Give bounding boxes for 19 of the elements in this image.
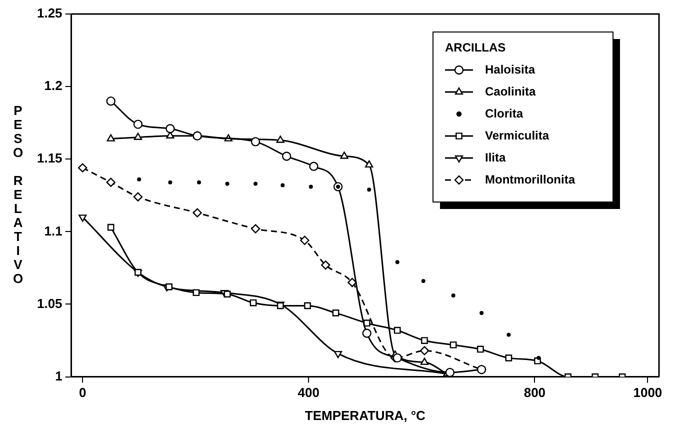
x-tick-label: 800 (524, 385, 546, 400)
y-tick-label: 1.15 (36, 150, 62, 166)
y-tick-label: 1.1 (44, 223, 62, 238)
legend-label: Vermiculita (485, 128, 550, 142)
x-tick-label: 1000 (633, 385, 662, 400)
y-tick-label: 1.2 (44, 78, 62, 94)
x-tick-label: 400 (298, 385, 320, 400)
y-tick-label: 1 (55, 368, 62, 384)
y-tick-label: 1.05 (36, 296, 62, 311)
legend-label: Ilita (485, 150, 506, 164)
text: PESO RELATIVO (12, 102, 24, 286)
legend-label: Montmorillonita (485, 172, 576, 186)
x-tick-label: 0 (78, 385, 86, 400)
x-axis-title: TEMPERATURA, °C (304, 408, 426, 423)
legend-title: ARCILLAS (445, 40, 506, 54)
y-tick-label: 1.25 (36, 6, 62, 21)
legend-label: Caolinita (485, 84, 536, 98)
legend-label: Haloisita (485, 62, 536, 76)
legend-label: Clorita (485, 106, 524, 120)
